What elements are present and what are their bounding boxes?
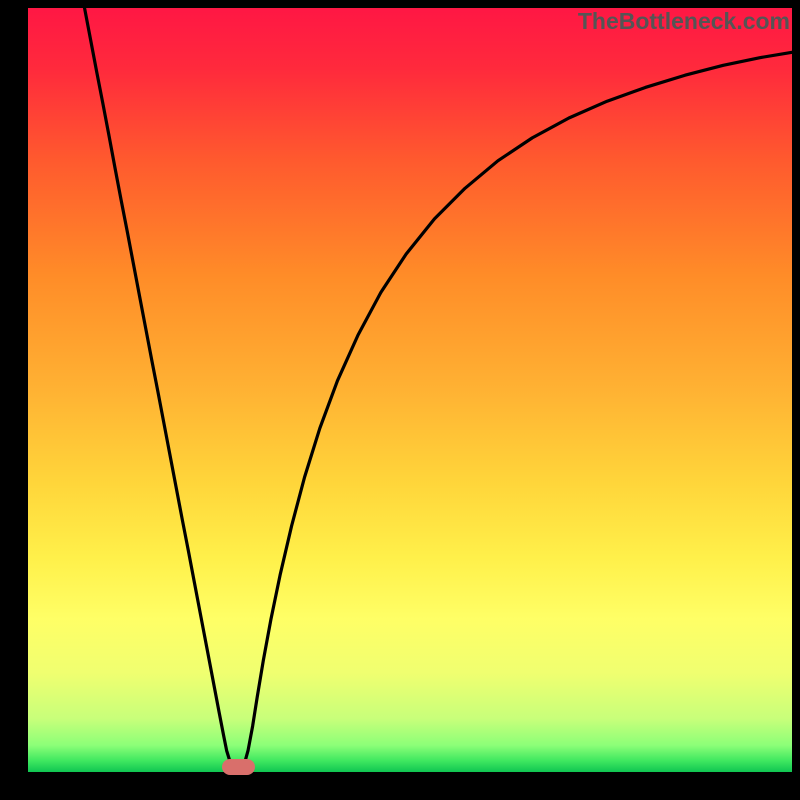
chart-root: TheBottleneck.com xyxy=(0,0,800,800)
plot-area xyxy=(28,8,792,772)
watermark-text: TheBottleneck.com xyxy=(578,8,790,35)
minimum-marker xyxy=(222,759,255,775)
